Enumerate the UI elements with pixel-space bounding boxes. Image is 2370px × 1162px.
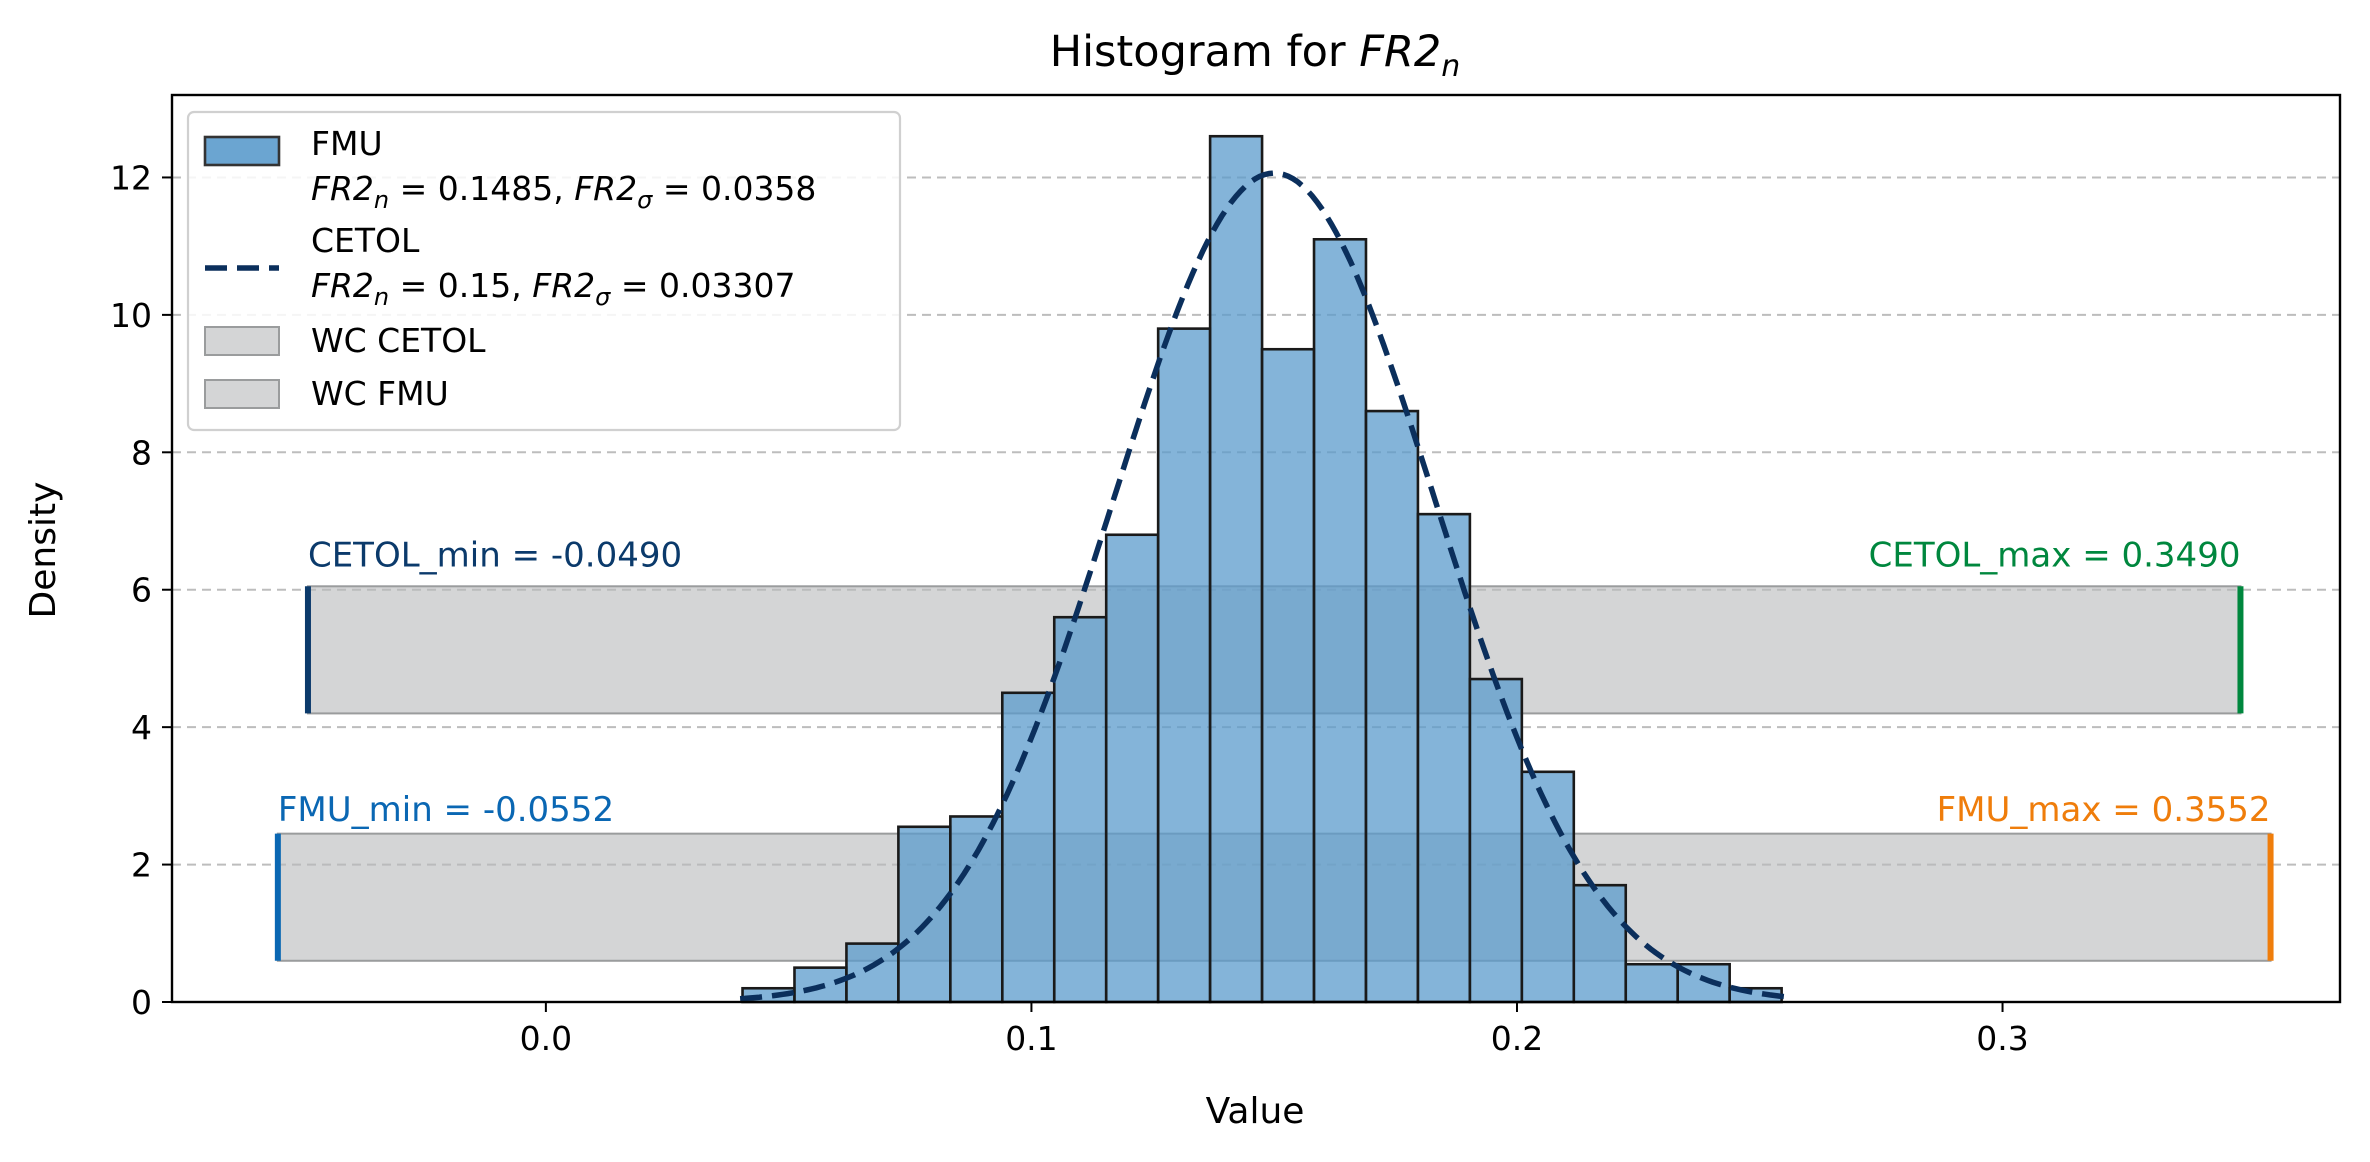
histogram-bar-10 bbox=[1260, 347, 1316, 1004]
histogram-bar-5 bbox=[1000, 691, 1056, 1004]
y-tick-label-6: 12 bbox=[110, 158, 152, 197]
histogram-bar-14 bbox=[1468, 677, 1524, 1004]
legend-label: WC FMU bbox=[311, 374, 449, 413]
legend: FMU FR2n = 0.1485, FR2σ = 0.0358 CETOL FR2n… bbox=[186, 110, 902, 432]
histogram-bar-3 bbox=[897, 825, 952, 1004]
limit-label-cetol-min: CETOL_min = -0.0490 bbox=[308, 536, 682, 576]
y-tick-label-2: 4 bbox=[131, 708, 152, 747]
limit-label-fmu-max: FMU_max = 0.3552 bbox=[1937, 790, 2271, 830]
limit-label-fmu-min: FMU_min = -0.0552 bbox=[278, 790, 614, 830]
y-axis-label: Density bbox=[23, 482, 64, 619]
histogram-bar-17 bbox=[1624, 962, 1680, 1004]
x-axis-label: Value bbox=[1206, 1091, 1305, 1132]
histogram-bar-4 bbox=[949, 815, 1004, 1004]
legend-swatch-band bbox=[204, 326, 280, 356]
histogram-bar-7 bbox=[1104, 533, 1160, 1004]
legend-box bbox=[186, 110, 902, 432]
x-tick-label-0: 0.0 bbox=[520, 1019, 572, 1058]
x-tick-label-2: 0.2 bbox=[1491, 1019, 1543, 1058]
legend-stats: FR2n = 0.1485, FR2σ = 0.0358 bbox=[311, 169, 816, 214]
chart-title: Histogram for FR2n bbox=[1050, 27, 1461, 84]
y-tick-label-1: 2 bbox=[131, 846, 152, 885]
histogram-bar-12 bbox=[1364, 409, 1420, 1004]
histogram-bar-11 bbox=[1312, 237, 1368, 1004]
y-tick-label-3: 6 bbox=[131, 571, 152, 610]
limit-markers: CETOL_min = -0.0490 CETOL_max = 0.3490 FMU… bbox=[274, 536, 2274, 961]
x-tick-label-3: 0.3 bbox=[1976, 1019, 2028, 1058]
legend-label: WC CETOL bbox=[311, 321, 486, 360]
histogram-bar-13 bbox=[1416, 512, 1472, 1004]
legend-label: CETOL bbox=[311, 221, 420, 260]
histogram-bar-9 bbox=[1208, 134, 1264, 1004]
y-tick-label-4: 8 bbox=[131, 433, 152, 472]
limit-label-cetol-max: CETOL_max = 0.3490 bbox=[1869, 536, 2241, 576]
histogram-bar-15 bbox=[1520, 770, 1576, 1004]
y-tick-label-0: 0 bbox=[131, 983, 152, 1022]
histogram-bar-16 bbox=[1572, 883, 1628, 1004]
histogram-bar-6 bbox=[1052, 615, 1108, 1004]
legend-item-cetol: CETOL FR2n = 0.15, FR2σ = 0.03307 bbox=[205, 221, 795, 311]
axes: 0.0 0.1 0.2 0.3 0 2 4 6 8 10 12 bbox=[110, 93, 2342, 1058]
x-tick-label-1: 0.1 bbox=[1005, 1019, 1057, 1058]
legend-item-wc-cetol: WC CETOL bbox=[204, 321, 486, 360]
legend-item-wc-fmu: WC FMU bbox=[204, 374, 449, 413]
legend-swatch-band bbox=[204, 379, 280, 409]
legend-item-fmu: FMU FR2n = 0.1485, FR2σ = 0.0358 bbox=[203, 124, 816, 214]
cetol-curve-layer bbox=[739, 170, 1790, 1002]
legend-label: FMU bbox=[311, 124, 383, 163]
histogram-bar-8 bbox=[1156, 327, 1212, 1004]
legend-swatch-fmu bbox=[203, 135, 281, 167]
plot-frame bbox=[170, 93, 2342, 1004]
legend-stats: FR2n = 0.15, FR2σ = 0.03307 bbox=[311, 266, 795, 311]
cetol-normal-curve bbox=[739, 170, 1790, 1002]
histogram-bars bbox=[741, 134, 1783, 1004]
y-tick-label-5: 10 bbox=[110, 296, 152, 335]
